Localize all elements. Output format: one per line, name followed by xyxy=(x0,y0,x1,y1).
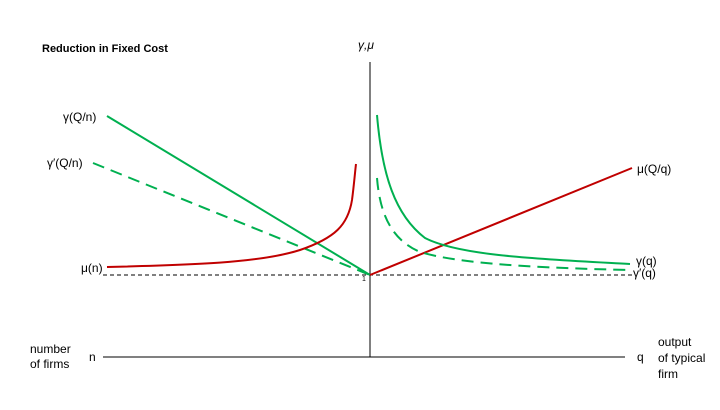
mu-n-label: μ(n) xyxy=(81,261,103,275)
right-axis-end-label: q xyxy=(637,350,644,364)
gamma-prime-Qn-curve xyxy=(92,162,371,276)
left-axis-label-line1: number xyxy=(30,342,71,356)
mu-Qq-label: μ(Q/q) xyxy=(637,162,671,176)
vertical-axis-label: γ,μ xyxy=(358,38,374,52)
gamma-prime-Qn-label: γ′(Q/n) xyxy=(47,156,83,170)
gamma-Qn-label: γ(Q/n) xyxy=(63,110,96,124)
left-axis-label-line2: of firms xyxy=(30,357,69,371)
gamma-q-curve xyxy=(376,114,631,265)
right-axis-label-line3: firm xyxy=(658,367,678,381)
origin-label: 1 xyxy=(362,276,366,283)
gamma-prime-q-label: γ′(q) xyxy=(633,266,656,280)
right-axis-label-line1: output xyxy=(658,335,692,349)
mu-n-curve xyxy=(106,163,357,268)
gamma-prime-q-curve xyxy=(376,177,631,271)
left-axis-end-label: n xyxy=(89,350,96,364)
gamma-q-label: γ(q) xyxy=(636,254,657,268)
mu-Qq-curve xyxy=(369,167,633,276)
diagram-title: Reduction in Fixed Cost xyxy=(42,43,168,55)
gamma-Qn-curve xyxy=(106,115,371,276)
right-axis-label-line2: of typical xyxy=(658,351,705,365)
